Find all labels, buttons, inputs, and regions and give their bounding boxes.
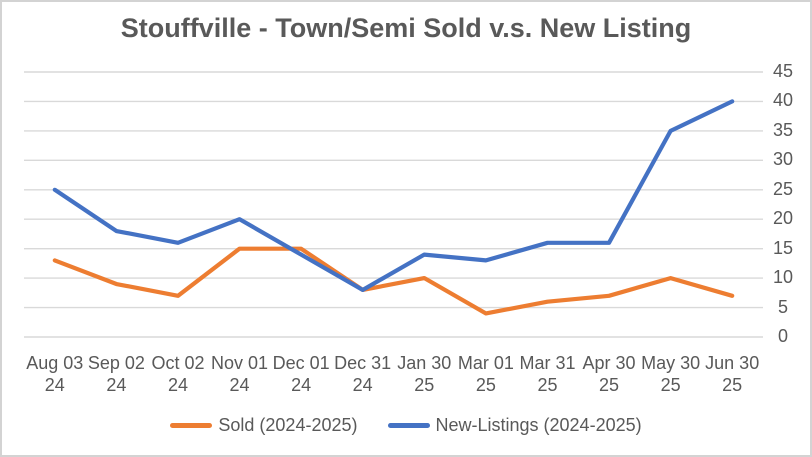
x-axis-tick-label: Oct 02 24 xyxy=(151,353,205,395)
sold-series-line xyxy=(52,246,735,316)
y-axis-tick-label: 35 xyxy=(772,119,794,140)
new-listings-line-swatch xyxy=(387,423,430,428)
legend-label-new-listings: New-Listings (2024-2025) xyxy=(435,415,642,435)
y-axis-tick-label: 45 xyxy=(772,61,794,82)
new-listings-series-line xyxy=(52,99,735,292)
x-axis-tick-label: Jun 30 25 xyxy=(705,353,760,395)
y-axis-tick-label: 5 xyxy=(777,296,788,317)
x-axis-tick-label: May 30 25 xyxy=(641,353,701,395)
x-axis-tick-label: Mar 31 25 xyxy=(519,353,576,395)
x-axis-tick-label: Nov 01 24 xyxy=(210,353,269,395)
y-axis-tick-label: 30 xyxy=(772,149,794,170)
y-axis-tick-label: 20 xyxy=(772,208,794,229)
x-axis-tick-label: Apr 30 25 xyxy=(582,353,636,395)
x-axis-tick-label: Aug 03 24 xyxy=(26,353,84,395)
chart-title: Stouffville - Town/Semi Sold v.s. New Li… xyxy=(120,13,692,43)
x-axis-tick-label: Jan 30 25 xyxy=(397,353,452,395)
legend-item-sold: Sold (2024-2025) xyxy=(170,415,358,436)
y-axis-tick-label: 10 xyxy=(772,267,794,288)
x-axis-tick-label: Sep 02 24 xyxy=(87,353,145,395)
legend-label-sold: Sold (2024-2025) xyxy=(218,415,358,435)
chart-legend: Sold (2024-2025) New-Listings (2024-2025… xyxy=(2,415,810,436)
y-axis-tick-label: 0 xyxy=(777,326,788,347)
x-axis-tick-label: Mar 01 25 xyxy=(457,353,514,395)
sold-line-swatch xyxy=(170,423,213,428)
y-axis-tick-label: 15 xyxy=(772,237,794,258)
x-axis-tick-label: Dec 01 24 xyxy=(272,353,330,395)
x-axis-tick-label: Dec 31 24 xyxy=(334,353,392,395)
y-axis-tick-label: 25 xyxy=(772,178,794,199)
legend-item-new-listings: New-Listings (2024-2025) xyxy=(387,415,642,436)
y-axis-tick-label: 40 xyxy=(772,90,794,111)
